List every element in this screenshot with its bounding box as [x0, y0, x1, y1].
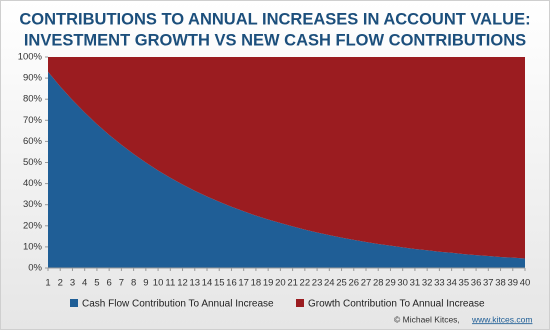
x-tick-label: 12 — [177, 278, 188, 289]
x-tick-label: 16 — [226, 278, 237, 289]
x-tick-label: 22 — [300, 278, 311, 289]
y-tick-label: 50% — [23, 157, 43, 168]
x-tick-label: 9 — [143, 278, 148, 289]
x-tick-label: 33 — [434, 278, 445, 289]
y-tick-label: 10% — [23, 241, 43, 252]
x-tick-label: 27 — [361, 278, 372, 289]
x-tick-label: 24 — [324, 278, 335, 289]
x-tick-label: 40 — [520, 278, 531, 289]
x-tick-label: 3 — [70, 278, 75, 289]
legend-label: Cash Flow Contribution To Annual Increas… — [82, 299, 274, 310]
x-tick-label: 5 — [94, 278, 99, 289]
x-tick-label: 8 — [131, 278, 136, 289]
x-tick-label: 39 — [507, 278, 518, 289]
x-tick-label: 25 — [336, 278, 347, 289]
x-tick-label: 37 — [483, 278, 494, 289]
x-tick-label: 17 — [238, 278, 249, 289]
x-tick-label: 19 — [263, 278, 274, 289]
x-tick-label: 6 — [107, 278, 112, 289]
x-tick-label: 31 — [410, 278, 421, 289]
x-tick-label: 14 — [202, 278, 213, 289]
x-tick-label: 15 — [214, 278, 225, 289]
x-tick-label: 32 — [422, 278, 433, 289]
x-tick-label: 4 — [82, 278, 87, 289]
x-tick-label: 26 — [348, 278, 359, 289]
chart-title: INVESTMENT GROWTH VS NEW CASH FLOW CONTR… — [24, 31, 526, 49]
area — [48, 71, 525, 269]
y-tick-label: 70% — [23, 115, 43, 126]
y-tick-label: 20% — [23, 220, 43, 231]
x-tick-label: 36 — [471, 278, 482, 289]
x-tick-label: 21 — [287, 278, 298, 289]
legend-swatch — [70, 299, 78, 307]
y-tick-label: 40% — [23, 178, 43, 189]
y-tick-label: 60% — [23, 136, 43, 147]
y-tick-label: 80% — [23, 94, 43, 105]
y-tick-label: 0% — [28, 263, 42, 274]
x-tick-label: 2 — [58, 278, 63, 289]
chart-title: CONTRIBUTIONS TO ANNUAL INCREASES IN ACC… — [19, 10, 530, 28]
x-tick-label: 1 — [45, 278, 50, 289]
x-tick-label: 35 — [459, 278, 470, 289]
x-tick-label: 30 — [397, 278, 408, 289]
x-tick-label: 28 — [373, 278, 384, 289]
x-tick-label: 20 — [275, 278, 286, 289]
x-tick-label: 13 — [189, 278, 200, 289]
x-tick-label: 34 — [446, 278, 457, 289]
legend-swatch — [296, 299, 304, 307]
x-tick-label: 23 — [312, 278, 323, 289]
legend-label: Growth Contribution To Annual Increase — [308, 299, 485, 310]
x-tick-label: 29 — [385, 278, 396, 289]
y-tick-label: 30% — [23, 199, 43, 210]
area — [48, 57, 525, 259]
y-tick-label: 100% — [18, 52, 43, 63]
credit: © Michael Kitces, — [394, 314, 460, 324]
x-tick-label: 18 — [251, 278, 262, 289]
credit-link[interactable]: www.kitces.com — [471, 314, 532, 324]
x-tick-label: 10 — [153, 278, 164, 289]
x-tick-label: 7 — [119, 278, 124, 289]
x-tick-label: 11 — [165, 278, 175, 289]
y-tick-label: 90% — [23, 73, 43, 84]
x-tick-label: 38 — [495, 278, 506, 289]
